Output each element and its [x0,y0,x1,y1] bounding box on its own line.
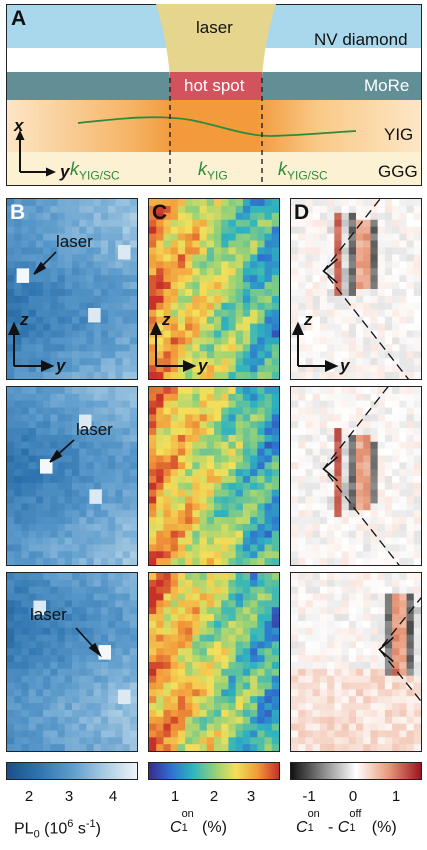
axis-y-label-d: y [340,356,350,375]
c1on-tick-2: 2 [209,788,219,805]
laser-label-row3: laser [30,605,67,624]
axis-z-label-c: z [162,310,171,329]
axis-z-label-d: z [304,310,313,329]
panel-c-letter: C [152,201,168,224]
colorbar-diff [290,762,422,780]
map-d-row3 [290,572,422,752]
c1on-tick-3: 3 [246,788,256,805]
panel-a: A laser NV diamond hot spot MoRe YIG GGG… [6,4,422,186]
pl-tick-2: 2 [24,788,34,805]
map-d-row2 [290,386,422,566]
colorbar-pl-title: PL0 (106 s-1) [14,818,101,841]
axis-y-label-b: y [56,356,66,375]
map-b-row1 [6,198,138,380]
k-yig-sc-right-label: kYIG/SC [278,159,328,183]
map-b-row3 [6,572,138,752]
k-yig-sc-left-label: kYIG/SC [70,159,120,183]
spin-wave-profile-line [77,116,357,137]
k-yig-label: kYIG [198,159,228,183]
laser-label-row2: laser [76,420,113,439]
map-b-row2 [6,386,138,566]
pl-tick-3: 3 [64,788,74,805]
nv-diamond-label: NV diamond [314,30,408,49]
c1on-tick-1: 1 [170,788,180,805]
panel-d-letter: D [294,201,310,224]
diff-tick-minus1: -1 [302,788,316,805]
diff-tick-1: 1 [391,788,401,805]
diff-tick-0: 0 [348,788,358,805]
yig-label: YIG [384,125,414,144]
map-c-row2 [148,386,280,566]
hot-spot-label: hot spot [184,76,245,95]
axis-y-label-c: y [198,356,208,375]
ggg-label: GGG [378,162,418,181]
colorbar-c1on [148,762,280,780]
axis-z-label-b: z [20,310,29,329]
laser-label: laser [196,18,233,37]
laser-label-row1: laser [56,232,93,251]
panel-b-letter: B [10,201,26,224]
axis-y-label: y [60,162,70,181]
map-d-row1 [290,198,422,380]
colorbar-pl [6,762,138,780]
axis-x-label: x [14,116,24,135]
laser-beam-shape [15,4,357,186]
map-c-row1 [148,198,280,380]
pl-tick-4: 4 [108,788,118,805]
more-label: MoRe [364,76,410,95]
panel-a-letter: A [11,7,27,30]
ggg-layer [6,152,422,186]
map-c-row3 [148,572,280,752]
